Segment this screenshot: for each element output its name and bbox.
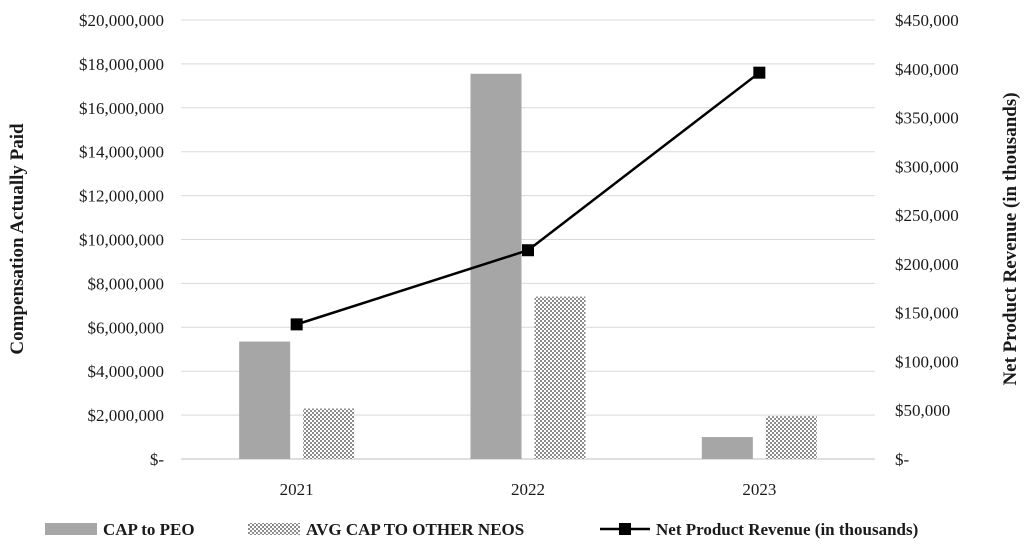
revenue-marker (290, 318, 303, 331)
right-tick-label: $250,000 (895, 206, 959, 225)
revenue-line-path (296, 71, 761, 326)
revenue-marker (753, 66, 766, 79)
left-tick-label: $18,000,000 (79, 55, 164, 74)
left-tick-label: $16,000,000 (79, 99, 164, 118)
right-tick-label: $300,000 (895, 157, 959, 176)
right-tick-label: $- (895, 450, 910, 469)
x-tick-label: 2023 (742, 480, 776, 499)
legend-marker-revenue (619, 523, 631, 535)
left-tick-label: $6,000,000 (88, 318, 165, 337)
x-tick-label: 2021 (280, 480, 314, 499)
x-tick-label: 2022 (511, 480, 545, 499)
right-axis-title: Net Product Revenue (in thousands) (1000, 92, 1021, 385)
left-tick-label: $- (150, 450, 165, 469)
x-axis-ticks: 2021 2022 2023 (280, 480, 777, 499)
legend-swatch-avg-cap (248, 523, 300, 535)
left-tick-label: $10,000,000 (79, 231, 164, 250)
legend: CAP to PEO AVG CAP TO OTHER NEOS Net Produ… (45, 520, 918, 539)
left-tick-label: $14,000,000 (79, 143, 164, 162)
right-tick-label: $200,000 (895, 255, 959, 274)
gridlines (181, 19, 875, 460)
left-axis-ticks: $- $2,000,000 $4,000,000 $6,000,000 $8,000,0… (79, 11, 164, 469)
bar-avg-cap-other-neos (303, 408, 355, 459)
right-tick-label: $50,000 (895, 401, 950, 420)
right-tick-label: $350,000 (895, 109, 959, 128)
right-tick-label: $450,000 (895, 11, 959, 30)
left-tick-label: $20,000,000 (79, 11, 164, 30)
bars (239, 73, 817, 459)
left-axis-title: Compensation Actually Paid (7, 123, 28, 355)
bar-avg-cap-other-neos (534, 296, 586, 459)
right-tick-label: $400,000 (895, 60, 959, 79)
left-tick-label: $4,000,000 (88, 362, 165, 381)
bar-cap-to-peo (701, 437, 753, 459)
left-tick-label: $12,000,000 (79, 187, 164, 206)
revenue-marker (522, 244, 534, 257)
right-tick-label: $150,000 (895, 304, 959, 323)
left-tick-label: $2,000,000 (88, 406, 165, 425)
bar-cap-to-peo (239, 341, 291, 459)
revenue-line (290, 66, 766, 331)
legend-label-cap-to-peo: CAP to PEO (103, 520, 195, 539)
legend-label-avg-cap: AVG CAP TO OTHER NEOS (306, 520, 524, 539)
left-tick-label: $8,000,000 (88, 274, 165, 293)
legend-label-revenue: Net Product Revenue (in thousands) (656, 520, 918, 539)
right-tick-label: $100,000 (895, 352, 959, 371)
legend-swatch-cap-to-peo (45, 523, 97, 535)
bar-avg-cap-other-neos (765, 416, 817, 459)
right-axis-ticks: $- $50,000 $100,000 $150,000 $200,000 $250,00… (895, 11, 959, 469)
